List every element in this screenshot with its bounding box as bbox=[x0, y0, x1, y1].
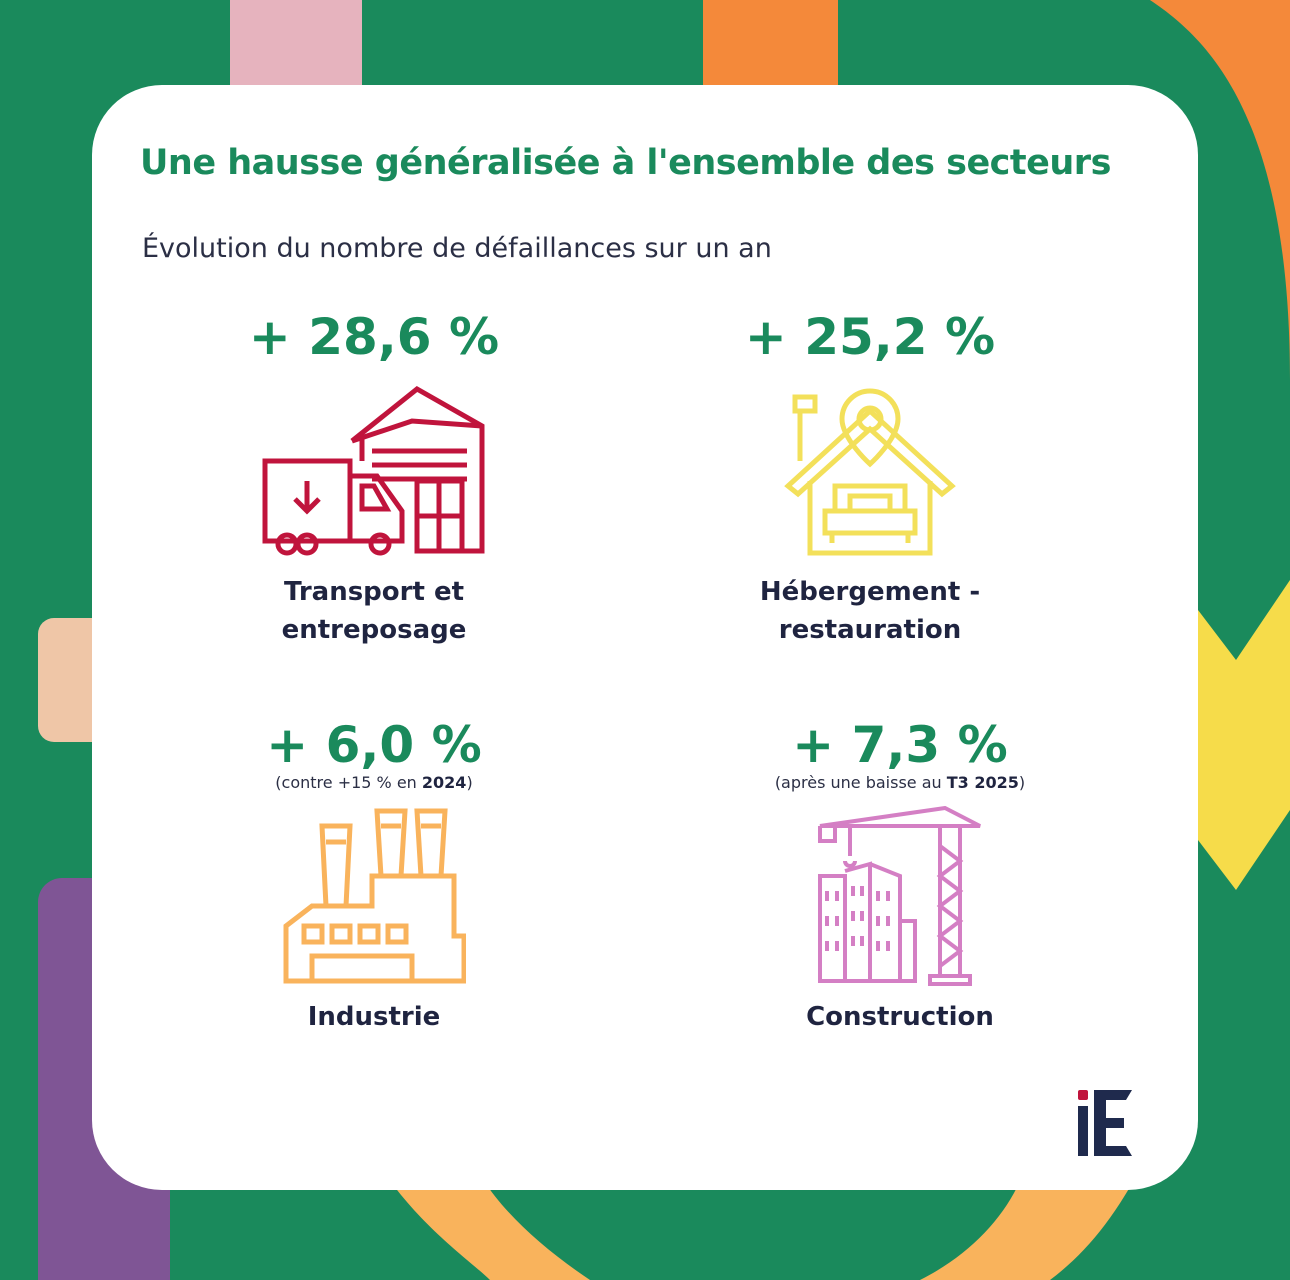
yellow-chevron bbox=[1198, 580, 1290, 890]
warehouse-truck-icon bbox=[262, 385, 485, 556]
sector-label: Hébergement - restauration bbox=[660, 573, 1080, 649]
label-line: Hébergement - bbox=[759, 577, 981, 607]
note-text: (contre +15 % en bbox=[275, 773, 422, 792]
house-bed-location-icon bbox=[784, 388, 956, 556]
sector-value: + 28,6 % bbox=[248, 308, 500, 366]
infographic-card: Une hausse généralisée à l'ensemble des … bbox=[92, 85, 1198, 1190]
sector-note: (contre +15 % en 2024) bbox=[164, 773, 584, 792]
pink-bar bbox=[230, 0, 362, 100]
crane-buildings-icon bbox=[818, 806, 981, 986]
sector-note: (après une baisse au T3 2025) bbox=[690, 773, 1110, 792]
note-bold: 2024 bbox=[421, 773, 467, 792]
sector-label: Transport et entreposage bbox=[164, 573, 584, 649]
note-text: ) bbox=[1018, 773, 1026, 792]
sector-transport: + 28,6 % Transport et entreposage bbox=[164, 307, 584, 649]
page-title: Une hausse généralisée à l'ensemble des … bbox=[140, 143, 1111, 183]
factory-icon bbox=[283, 808, 466, 984]
sector-value: + 25,2 % bbox=[744, 308, 996, 366]
sector-construction: + 7,3 % (après une baisse au T3 2025) Co… bbox=[690, 715, 1110, 1036]
label-line: restauration bbox=[778, 615, 962, 645]
orange-arc bbox=[1150, 0, 1290, 380]
label-line: entreposage bbox=[281, 615, 467, 645]
orange-bar bbox=[703, 0, 838, 100]
sector-hebergement: + 25,2 % Hébergement - restauration bbox=[660, 307, 1080, 649]
note-text: (après une baisse au bbox=[774, 773, 947, 792]
sector-value: + 7,3 % bbox=[792, 716, 1008, 774]
ie-logo bbox=[1078, 1090, 1132, 1156]
sector-label: Construction bbox=[806, 1002, 994, 1032]
note-bold: T3 2025 bbox=[946, 773, 1019, 792]
note-text: ) bbox=[466, 773, 473, 792]
subtitle: Évolution du nombre de défaillances sur … bbox=[142, 233, 772, 264]
sector-industrie: + 6,0 % (contre +15 % en 2024) Industrie bbox=[164, 715, 584, 1036]
label-line: Transport et bbox=[283, 577, 465, 607]
sector-value: + 6,0 % bbox=[266, 716, 482, 774]
sector-label: Industrie bbox=[307, 1002, 441, 1032]
